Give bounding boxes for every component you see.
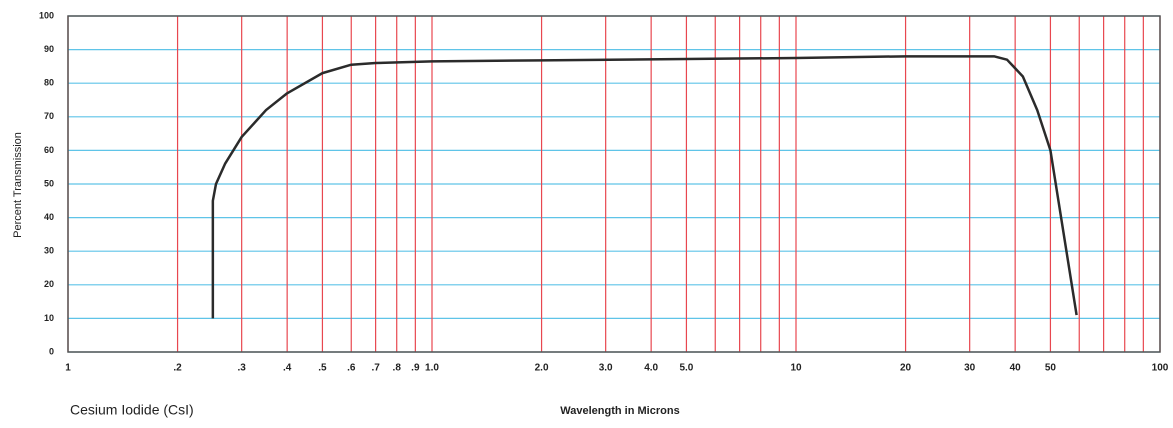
x-tick-label: .5 <box>318 363 327 374</box>
x-tick-label: 1 <box>65 363 71 374</box>
plot-frame <box>67 15 1161 353</box>
y-tick-label: 30 <box>44 246 54 256</box>
y-tick-label: 0 <box>49 346 54 356</box>
x-tick-label: 5.0 <box>679 363 693 374</box>
x-tick-label: .9 <box>411 363 420 374</box>
x-tick-label: 40 <box>1010 363 1022 374</box>
x-tick-label: 1.0 <box>425 363 439 374</box>
y-tick-label: 90 <box>44 44 54 54</box>
x-tick-label: .2 <box>173 363 182 374</box>
y-tick-label: 20 <box>44 279 54 289</box>
y-tick-label: 80 <box>44 78 54 88</box>
x-tick-label: 100 <box>1152 363 1169 374</box>
y-tick-label: 40 <box>44 212 54 222</box>
x-tick-label: .3 <box>238 363 247 374</box>
y-tick-label: 10 <box>44 313 54 323</box>
x-tick-label: .4 <box>283 363 292 374</box>
x-tick-label: .6 <box>347 363 356 374</box>
x-tick-label: 50 <box>1045 363 1057 374</box>
x-tick-label: 4.0 <box>644 363 658 374</box>
y-tick-label: 60 <box>44 145 54 155</box>
y-tick-label: 50 <box>44 178 54 188</box>
x-tick-label: 3.0 <box>599 363 613 374</box>
y-axis-label: Percent Transmission <box>12 132 24 238</box>
chart-title: Cesium Iodide (CsI) <box>70 402 194 418</box>
x-axis-label: Wavelength in Microns <box>560 405 679 417</box>
x-tick-label: 20 <box>900 363 912 374</box>
y-tick-label: 100 <box>39 10 54 20</box>
x-tick-label: 30 <box>964 363 976 374</box>
x-tick-label: 2.0 <box>535 363 549 374</box>
x-tick-label: 10 <box>790 363 802 374</box>
x-tick-label: .7 <box>371 363 380 374</box>
x-tick-label: .8 <box>393 363 402 374</box>
y-tick-label: 70 <box>44 111 54 121</box>
transmission-curve <box>211 55 1078 319</box>
